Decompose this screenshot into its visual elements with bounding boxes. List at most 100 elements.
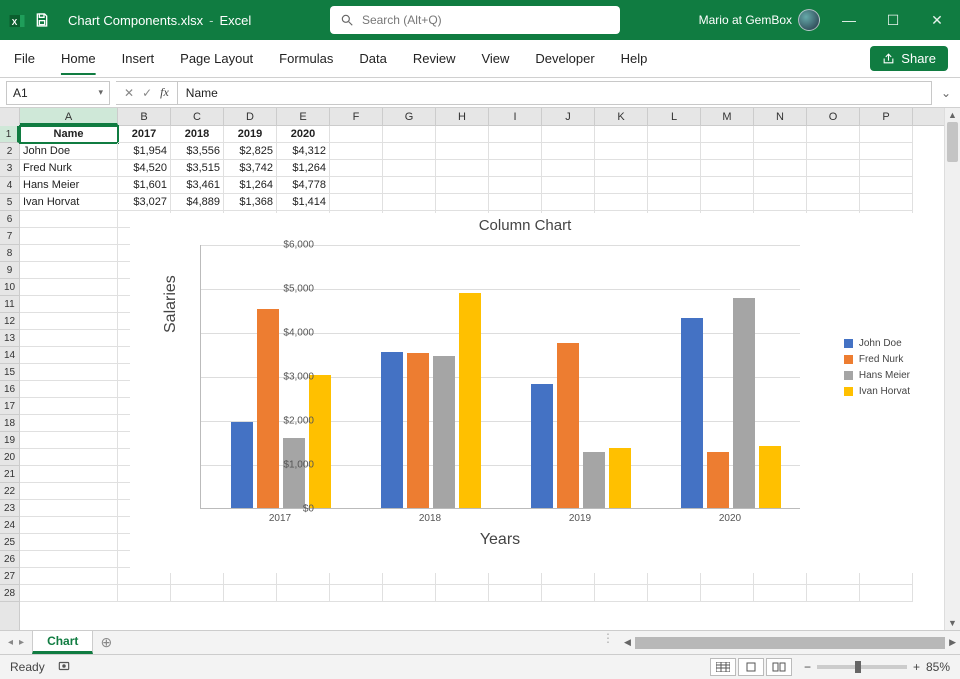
cell-H4[interactable]: [436, 177, 489, 194]
cell-H3[interactable]: [436, 160, 489, 177]
row-header-14[interactable]: 14: [0, 347, 19, 364]
zoom-in-button[interactable]: +: [913, 660, 920, 674]
cell-P2[interactable]: [860, 143, 913, 160]
row-header-3[interactable]: 3: [0, 160, 19, 177]
formula-input[interactable]: Name: [178, 81, 932, 105]
row-header-8[interactable]: 8: [0, 245, 19, 262]
cell-O28[interactable]: [807, 585, 860, 602]
tab-developer[interactable]: Developer: [533, 47, 596, 70]
row-header-19[interactable]: 19: [0, 432, 19, 449]
row-header-2[interactable]: 2: [0, 143, 19, 160]
cell-A23[interactable]: [20, 500, 118, 517]
cell-H1[interactable]: [436, 126, 489, 143]
cell-J3[interactable]: [542, 160, 595, 177]
cell-A14[interactable]: [20, 347, 118, 364]
cell-K1[interactable]: [595, 126, 648, 143]
cell-E28[interactable]: [277, 585, 330, 602]
search-box[interactable]: Search (Alt+Q): [330, 6, 620, 34]
cell-B2[interactable]: $1,954: [118, 143, 171, 160]
cell-B1[interactable]: 2017: [118, 126, 171, 143]
cell-K5[interactable]: [595, 194, 648, 211]
cell-O4[interactable]: [807, 177, 860, 194]
row-header-28[interactable]: 28: [0, 585, 19, 602]
cell-O2[interactable]: [807, 143, 860, 160]
column-header-c[interactable]: C: [171, 108, 224, 125]
cell-K4[interactable]: [595, 177, 648, 194]
column-header-e[interactable]: E: [277, 108, 330, 125]
cell-E2[interactable]: $4,312: [277, 143, 330, 160]
row-header-16[interactable]: 16: [0, 381, 19, 398]
cell-C5[interactable]: $4,889: [171, 194, 224, 211]
tab-view[interactable]: View: [479, 47, 511, 70]
column-header-a[interactable]: A: [20, 108, 118, 125]
cell-A4[interactable]: Hans Meier: [20, 177, 118, 194]
cell-P5[interactable]: [860, 194, 913, 211]
row-header-4[interactable]: 4: [0, 177, 19, 194]
cell-I3[interactable]: [489, 160, 542, 177]
cell-B5[interactable]: $3,027: [118, 194, 171, 211]
tab-data[interactable]: Data: [357, 47, 388, 70]
maximize-button[interactable]: ☐: [878, 12, 908, 29]
cell-I28[interactable]: [489, 585, 542, 602]
cell-A15[interactable]: [20, 364, 118, 381]
row-header-27[interactable]: 27: [0, 568, 19, 585]
macro-record-icon[interactable]: [57, 659, 71, 676]
column-header-m[interactable]: M: [701, 108, 754, 125]
cell-A19[interactable]: [20, 432, 118, 449]
cell-A26[interactable]: [20, 551, 118, 568]
cell-P28[interactable]: [860, 585, 913, 602]
cell-C28[interactable]: [171, 585, 224, 602]
cell-K3[interactable]: [595, 160, 648, 177]
row-header-10[interactable]: 10: [0, 279, 19, 296]
row-header-7[interactable]: 7: [0, 228, 19, 245]
cell-N28[interactable]: [754, 585, 807, 602]
zoom-slider[interactable]: [817, 665, 907, 669]
cell-G5[interactable]: [383, 194, 436, 211]
row-header-6[interactable]: 6: [0, 211, 19, 228]
cell-F3[interactable]: [330, 160, 383, 177]
cell-I4[interactable]: [489, 177, 542, 194]
zoom-control[interactable]: − + 85%: [804, 660, 950, 674]
cell-M3[interactable]: [701, 160, 754, 177]
column-header-j[interactable]: J: [542, 108, 595, 125]
cell-A25[interactable]: [20, 534, 118, 551]
cell-L1[interactable]: [648, 126, 701, 143]
sheet-tab-chart[interactable]: Chart: [32, 631, 93, 654]
cell-J28[interactable]: [542, 585, 595, 602]
cell-L4[interactable]: [648, 177, 701, 194]
row-header-1[interactable]: 1: [0, 126, 19, 143]
row-header-12[interactable]: 12: [0, 313, 19, 330]
cell-L2[interactable]: [648, 143, 701, 160]
cell-A9[interactable]: [20, 262, 118, 279]
row-header-15[interactable]: 15: [0, 364, 19, 381]
view-page-break-button[interactable]: [766, 658, 792, 676]
cell-B28[interactable]: [118, 585, 171, 602]
column-header-l[interactable]: L: [648, 108, 701, 125]
cell-I1[interactable]: [489, 126, 542, 143]
cell-L28[interactable]: [648, 585, 701, 602]
row-header-11[interactable]: 11: [0, 296, 19, 313]
cell-M28[interactable]: [701, 585, 754, 602]
cell-E5[interactable]: $1,414: [277, 194, 330, 211]
save-icon[interactable]: [34, 12, 50, 28]
tab-help[interactable]: Help: [619, 47, 650, 70]
cell-G4[interactable]: [383, 177, 436, 194]
cell-D28[interactable]: [224, 585, 277, 602]
zoom-out-button[interactable]: −: [804, 660, 811, 674]
cell-A16[interactable]: [20, 381, 118, 398]
cell-A22[interactable]: [20, 483, 118, 500]
cell-C3[interactable]: $3,515: [171, 160, 224, 177]
cell-G2[interactable]: [383, 143, 436, 160]
cell-H2[interactable]: [436, 143, 489, 160]
cell-N1[interactable]: [754, 126, 807, 143]
column-header-p[interactable]: P: [860, 108, 913, 125]
cell-A3[interactable]: Fred Nurk: [20, 160, 118, 177]
cell-A5[interactable]: Ivan Horvat: [20, 194, 118, 211]
cell-F5[interactable]: [330, 194, 383, 211]
cell-M4[interactable]: [701, 177, 754, 194]
cell-F1[interactable]: [330, 126, 383, 143]
user-account[interactable]: Mario at GemBox: [699, 9, 820, 31]
cell-D3[interactable]: $3,742: [224, 160, 277, 177]
cell-J2[interactable]: [542, 143, 595, 160]
cell-A8[interactable]: [20, 245, 118, 262]
